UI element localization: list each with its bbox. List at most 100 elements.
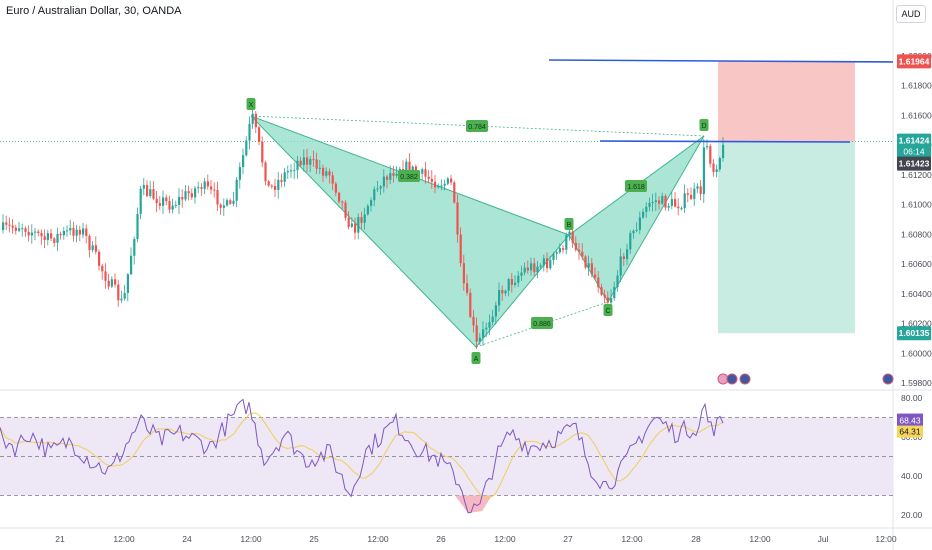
candle-body bbox=[27, 231, 30, 236]
candle-body bbox=[722, 144, 725, 159]
pattern-triangle-bcd[interactable] bbox=[568, 135, 705, 303]
candle-body bbox=[363, 214, 366, 223]
candle-body bbox=[254, 113, 257, 128]
stop-trend-line[interactable] bbox=[548, 59, 894, 63]
candle-body bbox=[136, 213, 139, 240]
pattern-triangle-xab[interactable] bbox=[250, 115, 570, 348]
candle-body bbox=[334, 183, 337, 193]
candle-body bbox=[683, 193, 686, 209]
time-tick: 12:00 bbox=[621, 534, 643, 544]
candle-body bbox=[299, 160, 302, 166]
candle-body bbox=[222, 205, 225, 208]
candle-body bbox=[56, 233, 59, 243]
rsi-line[interactable] bbox=[0, 398, 724, 514]
entry-trend-line[interactable] bbox=[599, 140, 851, 143]
candle-body bbox=[72, 227, 75, 236]
event-icon[interactable] bbox=[726, 373, 738, 385]
candle-body bbox=[667, 205, 670, 208]
candle-body bbox=[114, 279, 117, 285]
candle-body bbox=[664, 195, 667, 208]
candle-body bbox=[686, 193, 689, 195]
candle-body bbox=[706, 146, 709, 148]
candle-body bbox=[274, 185, 277, 190]
candle-body bbox=[718, 158, 721, 170]
candle-body bbox=[578, 249, 581, 252]
candle-body bbox=[616, 275, 619, 288]
ratio-label-bd-bg bbox=[625, 180, 647, 192]
candle-body bbox=[238, 167, 241, 180]
event-icon[interactable] bbox=[739, 373, 751, 385]
take-profit-zone[interactable] bbox=[718, 141, 855, 334]
candle-body bbox=[296, 160, 299, 171]
candle-body bbox=[78, 229, 81, 235]
candle-body bbox=[542, 258, 545, 266]
candle-body bbox=[312, 159, 315, 161]
candle-body bbox=[603, 294, 606, 298]
candle-body bbox=[530, 263, 533, 271]
time-tick: 24 bbox=[182, 534, 192, 544]
candle-body bbox=[597, 277, 600, 288]
candle-body bbox=[30, 232, 33, 236]
candle-body bbox=[213, 189, 216, 191]
candle-body bbox=[504, 290, 507, 294]
event-icon[interactable] bbox=[882, 373, 894, 385]
candle-body bbox=[693, 188, 696, 199]
candle-body bbox=[338, 192, 341, 202]
candle-body bbox=[622, 256, 625, 260]
price-tick: 1.60000 bbox=[901, 348, 932, 358]
candle-body bbox=[126, 274, 129, 294]
candle-body bbox=[648, 202, 651, 207]
candle-body bbox=[43, 236, 46, 240]
symbol-title[interactable]: Euro / Australian Dollar, 30, OANDA bbox=[6, 5, 182, 17]
candle-body bbox=[469, 292, 472, 317]
time-tick: 12:00 bbox=[240, 534, 262, 544]
candle-body bbox=[184, 191, 187, 200]
candle-body bbox=[162, 197, 165, 206]
time-tick: 12:00 bbox=[113, 534, 135, 544]
candle-body bbox=[629, 233, 632, 250]
stop-price-tag: 1.61964 bbox=[899, 56, 930, 66]
candle-body bbox=[635, 229, 638, 231]
candle-body bbox=[293, 170, 296, 172]
candle-body bbox=[53, 238, 56, 243]
time-tick: 27 bbox=[563, 534, 573, 544]
stop-price-tag-bg bbox=[897, 54, 931, 69]
ratio-label-xd-bg bbox=[466, 120, 488, 132]
candle-body bbox=[75, 229, 78, 236]
stop-loss-zone[interactable] bbox=[718, 61, 855, 142]
candle-body bbox=[562, 248, 565, 250]
candle-body bbox=[440, 185, 443, 187]
candle-body bbox=[494, 305, 497, 317]
candle-body bbox=[8, 224, 11, 226]
candle-body bbox=[245, 140, 248, 156]
candle-body bbox=[120, 298, 123, 301]
candle-body bbox=[584, 256, 587, 268]
currency-button[interactable]: AUD bbox=[896, 5, 926, 23]
candle-body bbox=[181, 197, 184, 200]
candle-body bbox=[709, 146, 712, 164]
time-tick: Jul bbox=[818, 534, 829, 544]
candle-body bbox=[187, 191, 190, 194]
candle-body bbox=[5, 222, 8, 225]
candle-body bbox=[110, 279, 113, 287]
pattern-label-d-bg bbox=[699, 119, 709, 131]
candle-body bbox=[46, 233, 49, 240]
candle-body bbox=[171, 205, 174, 210]
candle-body bbox=[501, 290, 504, 294]
candle-body bbox=[69, 227, 72, 231]
candle-body bbox=[94, 245, 97, 252]
candle-body bbox=[517, 275, 520, 283]
candle-body bbox=[696, 186, 699, 189]
candle-body bbox=[101, 265, 104, 272]
bar-countdown: 06:14 bbox=[903, 147, 925, 157]
candle-body bbox=[315, 159, 318, 169]
candle-body bbox=[229, 200, 232, 204]
candle-body bbox=[453, 182, 456, 203]
candle-body bbox=[197, 187, 200, 189]
candle-body bbox=[235, 179, 238, 201]
candle-body bbox=[510, 279, 513, 285]
ratio-label-ac-bg bbox=[531, 317, 553, 329]
rsi-ma-tag-bg bbox=[897, 425, 923, 438]
candle-body bbox=[34, 231, 37, 233]
